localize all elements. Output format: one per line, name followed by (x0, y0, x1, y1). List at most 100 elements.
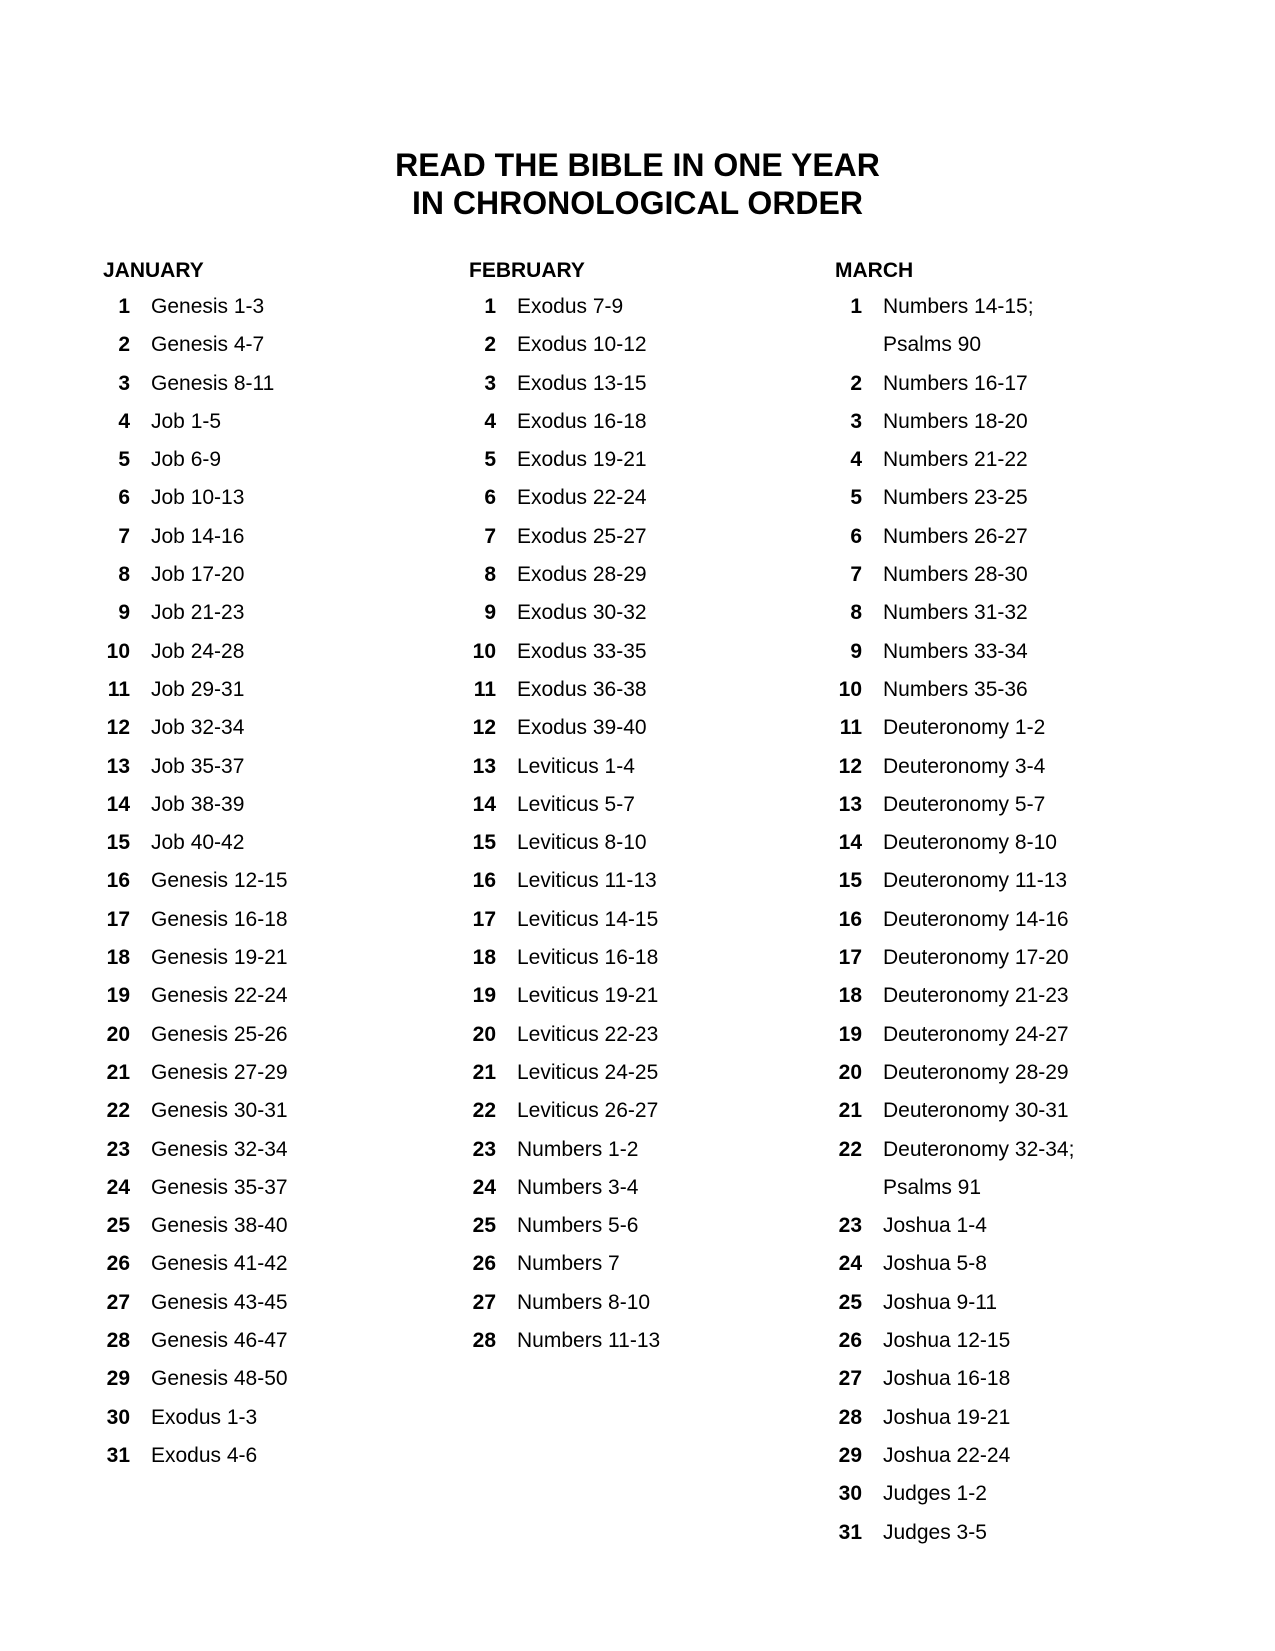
reading-passage: Job 40-42 (151, 824, 244, 862)
reading-passage: Exodus 16-18 (517, 403, 647, 441)
day-number: 11 (839, 716, 862, 740)
reading-entry-row: 18 Genesis 19-21 (103, 939, 463, 977)
reading-entry-row: 22 Leviticus 26-27 (469, 1092, 829, 1130)
reading-passage: Genesis 8-11 (151, 365, 274, 403)
reading-entry-row: 10 Numbers 35-36 (835, 671, 1195, 709)
reading-entry-row: 23 Joshua 1-4 (835, 1207, 1195, 1245)
reading-entry-row: 1 Numbers 14-15; Psalms 90 (835, 288, 1195, 365)
reading-entry-row: 8 Numbers 31-32 (835, 594, 1195, 632)
reading-line: Job 10-13 (151, 486, 245, 510)
title-line-1: READ THE BIBLE IN ONE YEAR (395, 147, 880, 183)
reading-entry-row: 16 Deuteronomy 14-16 (835, 901, 1195, 939)
reading-line: Job 14-16 (151, 524, 245, 548)
reading-entry-row: 27 Genesis 43-45 (103, 1284, 463, 1322)
reading-line: Exodus 19-21 (517, 448, 647, 472)
reading-passage: Joshua 12-15 (883, 1322, 1010, 1360)
reading-line: Numbers 35-36 (883, 677, 1028, 701)
day-number: 5 (484, 448, 496, 472)
reading-entry-row: 7 Numbers 28-30 (835, 556, 1195, 594)
reading-line: Numbers 1-2 (517, 1137, 639, 1161)
reading-entry-row: 30 Exodus 1-3 (103, 1399, 463, 1437)
day-number: 21 (472, 1060, 496, 1084)
reading-passage: Deuteronomy 30-31 (883, 1092, 1069, 1130)
day-number: 20 (838, 1060, 862, 1084)
reading-entry-row: 17 Leviticus 14-15 (469, 901, 829, 939)
reading-line: Numbers 16-17 (883, 371, 1028, 395)
reading-line: Deuteronomy 14-16 (883, 907, 1069, 931)
reading-passage: Joshua 19-21 (883, 1399, 1010, 1437)
reading-entry-row: 9 Exodus 30-32 (469, 594, 829, 632)
reading-passage: Exodus 36-38 (517, 671, 647, 709)
day-number: 10 (838, 677, 862, 701)
reading-passage: Joshua 5-8 (883, 1245, 987, 1283)
reading-passage: Leviticus 8-10 (517, 824, 647, 862)
reading-passage: Genesis 12-15 (151, 862, 288, 900)
reading-entry-row: 6 Job 10-13 (103, 479, 463, 517)
reading-passage: Deuteronomy 14-16 (883, 901, 1069, 939)
reading-line: Job 1-5 (151, 409, 222, 433)
reading-line: Exodus 22-24 (517, 486, 647, 510)
reading-passage: Genesis 19-21 (151, 939, 288, 977)
reading-entry-row: 24 Genesis 35-37 (103, 1169, 463, 1207)
reading-line: Leviticus 1-4 (517, 754, 635, 778)
reading-line: Genesis 8-11 (151, 371, 275, 395)
day-number: 27 (472, 1290, 496, 1314)
day-number: 28 (106, 1329, 130, 1353)
reading-line: Deuteronomy 5-7 (883, 792, 1046, 816)
reading-passage: Judges 1-2 (883, 1475, 987, 1513)
day-number: 29 (838, 1443, 862, 1467)
reading-line: Genesis 19-21 (151, 946, 288, 970)
reading-passage: Leviticus 16-18 (517, 939, 658, 977)
reading-line: Exodus 39-40 (517, 716, 647, 740)
reading-passage: Job 32-34 (151, 709, 244, 747)
reading-line: Exodus 13-15 (517, 371, 647, 395)
reading-passage: Genesis 35-37 (151, 1169, 288, 1207)
reading-passage: Genesis 48-50 (151, 1360, 288, 1398)
entry-list: 1 Exodus 7-9 2 Exodus 10-12 3 Exodus 13-15 4 Ex… (469, 288, 829, 1360)
reading-passage: Numbers 18-20 (883, 403, 1028, 441)
day-number: 11 (473, 677, 496, 701)
reading-line: Deuteronomy 24-27 (883, 1022, 1069, 1046)
day-number: 5 (850, 486, 862, 510)
reading-line: Genesis 35-37 (151, 1175, 288, 1199)
reading-entry-row: 23 Genesis 32-34 (103, 1131, 463, 1169)
day-number: 25 (472, 1214, 496, 1238)
day-number: 16 (106, 869, 130, 893)
day-number: 21 (838, 1099, 862, 1123)
reading-line: Psalms 90 (883, 333, 982, 357)
day-number: 12 (106, 716, 130, 740)
day-number: 1 (118, 295, 130, 318)
reading-line: Exodus 36-38 (517, 677, 647, 701)
reading-passage: Genesis 4-7 (151, 326, 264, 364)
reading-line: Genesis 43-45 (151, 1290, 288, 1314)
reading-line: Genesis 1-3 (151, 295, 265, 318)
day-number: 25 (838, 1290, 862, 1314)
reading-passage: Joshua 16-18 (883, 1360, 1010, 1398)
reading-entry-row: 19 Deuteronomy 24-27 (835, 1016, 1195, 1054)
day-number: 6 (484, 486, 496, 510)
reading-line: Numbers 14-15; (883, 295, 1034, 318)
reading-entry-row: 29 Genesis 48-50 (103, 1360, 463, 1398)
day-number: 14 (838, 831, 862, 855)
reading-line: Deuteronomy 32-34; (883, 1137, 1075, 1161)
reading-line: Job 17-20 (151, 563, 245, 587)
reading-entry-row: 19 Leviticus 19-21 (469, 977, 829, 1015)
day-number: 18 (838, 984, 862, 1008)
day-number: 16 (838, 907, 862, 931)
reading-entry-row: 6 Numbers 26-27 (835, 518, 1195, 556)
day-number: 31 (838, 1520, 862, 1544)
reading-line: Deuteronomy 30-31 (883, 1099, 1069, 1123)
reading-entry-row: 9 Numbers 33-34 (835, 633, 1195, 671)
reading-line: Deuteronomy 17-20 (883, 946, 1069, 970)
reading-line: Genesis 41-42 (151, 1252, 288, 1276)
month-column-february: FEBRUARY 1 Exodus 7-9 2 Exodus 10-12 3 Exodus … (469, 260, 829, 1360)
reading-entry-row: 18 Leviticus 16-18 (469, 939, 829, 977)
reading-passage: Deuteronomy 11-13 (883, 862, 1067, 900)
reading-line: Genesis 48-50 (151, 1367, 288, 1391)
reading-passage: Job 1-5 (151, 403, 221, 441)
day-number: 5 (118, 448, 130, 472)
reading-entry-row: 15 Deuteronomy 11-13 (835, 862, 1195, 900)
reading-passage: Numbers 14-15; Psalms 90 (883, 288, 1034, 365)
reading-passage: Genesis 43-45 (151, 1284, 288, 1322)
day-number: 24 (472, 1175, 496, 1199)
